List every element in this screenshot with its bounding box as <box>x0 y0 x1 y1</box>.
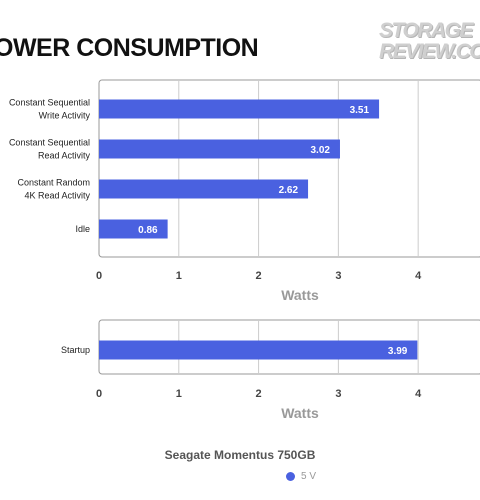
logo-line-2: REVIEW.CO <box>379 40 480 63</box>
x-tick-label: 3 <box>335 270 341 282</box>
data-label: 0.86 <box>138 225 158 236</box>
bar <box>99 99 380 119</box>
category-label: Write Activity <box>39 111 91 121</box>
legend[interactable]: 5 V <box>286 471 316 482</box>
x-tick-label: 2 <box>256 270 262 282</box>
x-tick-label: 2 <box>256 388 262 400</box>
x-tick-label: 4 <box>415 388 422 400</box>
data-label: 2.62 <box>279 185 299 196</box>
category-label: Startup <box>61 345 90 355</box>
x-tick-label: 4 <box>415 270 422 282</box>
x-tick-label: 0 <box>96 388 102 400</box>
legend-dot-icon <box>286 472 295 481</box>
data-label: 3.02 <box>311 145 331 156</box>
logo-line-1: STORAGE <box>379 19 473 42</box>
x-tick-label: 3 <box>335 388 341 400</box>
x-axis-label: Watts <box>281 287 319 303</box>
category-label: Idle <box>75 224 90 234</box>
bar <box>99 179 309 199</box>
legend-label: 5 V <box>301 471 317 482</box>
bar <box>99 139 340 159</box>
legend-title: Seagate Momentus 750GB <box>164 448 316 462</box>
x-tick-label: 1 <box>176 270 182 282</box>
plot-frame <box>98 79 480 258</box>
category-label: 4K Read Activity <box>24 191 90 201</box>
x-tick-label: 1 <box>176 388 182 400</box>
category-label: Read Activity <box>38 151 91 161</box>
chart-title: OWER CONSUMPTION <box>0 34 259 62</box>
chart-panel-1: 0 1 2 3 4 Watts 3.51 Constant Sequential Write A… <box>9 79 480 303</box>
data-label: 3.51 <box>350 105 370 116</box>
data-label: 3.99 <box>388 346 408 357</box>
chart-panel-2: 0 1 2 3 4 Watts 3.99 Startup <box>61 319 480 421</box>
bar <box>99 340 418 360</box>
x-axis-label: Watts <box>281 405 319 421</box>
storage-review-logo: STORAGE REVIEW.CO <box>379 20 480 62</box>
category-label: Constant Sequential <box>9 138 90 148</box>
category-label: Constant Sequential <box>9 98 90 108</box>
category-label: Constant Random <box>17 178 90 188</box>
x-tick-label: 0 <box>96 270 102 282</box>
bar <box>99 219 168 239</box>
